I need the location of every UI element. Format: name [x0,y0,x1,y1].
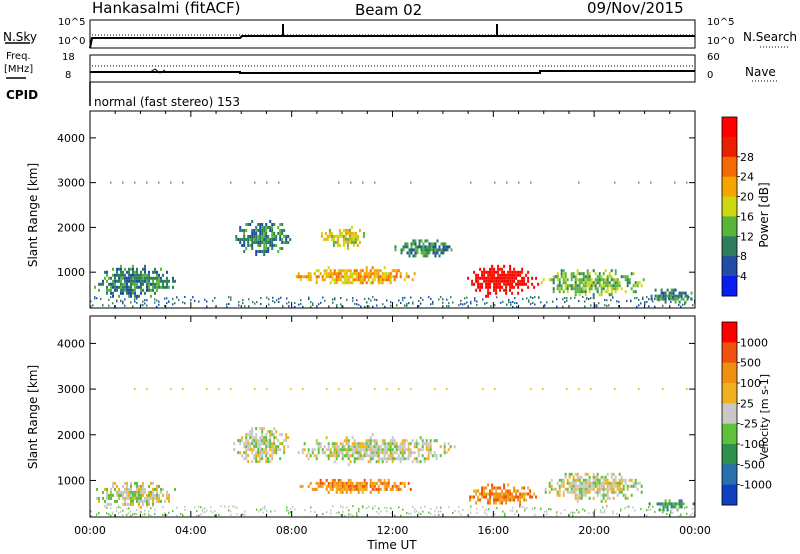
velocity-range-3000-dots [134,388,688,391]
velocity-echo-region [544,472,643,503]
velocity-panel: 1000 2000 3000 4000 00:00 04:00 08:00 12:00 16:0… [57,315,711,537]
colorbar-swatch [722,322,737,343]
power-echo-region [650,288,693,304]
power-echo-region [295,266,416,285]
colorbar-tick-label: 12 [740,230,754,243]
velocity-ylabel: Slant Range [km] [26,365,40,469]
power-echo-region [235,220,292,256]
noise-left-tick-top: 10^5 [58,17,86,28]
nave-right-tick-top: 60 [707,52,720,63]
power-ylabel: Slant Range [km] [26,163,40,267]
xtick-label: 08:00 [276,524,308,537]
power-echo-region [320,225,365,250]
colorbar-swatch [722,216,737,237]
beam-title: Beam 02 [355,1,423,19]
colorbar-swatch [722,276,737,297]
colorbar-tick-label: -100 [740,438,765,451]
colorbar-tick-label: -500 [740,458,765,471]
colorbar-swatch [722,136,737,158]
noise-left-tick-bottom: 10^0 [58,36,86,47]
colorbar-swatch [722,484,737,506]
colorbar-tick-label: 8 [740,250,747,263]
cpid-label: CPID [6,88,39,102]
colorbar-tick-label: -25 [740,418,758,431]
ytick-label: 3000 [57,383,85,396]
colorbar-swatch [722,236,737,257]
noise-right-tick-top: 10^5 [707,17,735,28]
cpid-value: normal (fast stereo) 153 [94,95,241,109]
colorbar-tick-label: -1000 [740,479,772,492]
colorbar-tick-label: 20 [740,191,754,204]
noise-panel [5,19,790,49]
freq-panel [6,54,778,83]
x-axis-label: Time UT [366,538,417,552]
power-echo-region [94,264,176,298]
colorbar-swatch [722,383,737,404]
power-range-3000-dots [110,181,688,184]
colorbar-tick-label: 500 [740,357,761,370]
ytick-label: 2000 [57,429,85,442]
freq-line [90,70,695,74]
ytick-label: 4000 [57,132,85,145]
velocity-echo-region [648,499,695,512]
ytick-label: 4000 [57,337,85,350]
velocity-echo-region [299,478,412,494]
colorbar-swatch [722,196,737,217]
xtick-label: 16:00 [477,524,509,537]
colorbar-tick-label: 16 [740,210,754,223]
xtick-label: 00:00 [679,524,711,537]
ytick-label: 3000 [57,177,85,190]
power-colorbar-label: Power [dB] [757,182,771,247]
velocity-echo-region [96,481,176,509]
power-echo-region [540,269,645,300]
power-panel: 1000 2000 3000 4000 [57,110,696,309]
nave-label: Nave [745,65,776,79]
freq-left-tick-top: 18 [62,52,75,63]
noise-search-label: N.Search [743,30,798,44]
noise-sky-line [89,35,695,49]
freq-label: Freq. [6,51,31,62]
freq-left-tick-bottom: 8 [65,70,72,81]
ytick-label: 1000 [57,474,85,487]
colorbar-tick-label: 25 [740,397,754,410]
xtick-label: 00:00 [74,524,106,537]
nave-right-tick-bottom: 0 [707,70,714,81]
colorbar-swatch [722,156,737,178]
noise-sky-label: N.Sky [3,30,38,44]
colorbar-swatch [722,176,737,198]
velocity-colorbar: 1000 500 100 25 -25 -100 -500 -1000 [721,321,772,506]
colorbar-swatch [722,117,737,138]
ytick-label: 2000 [57,221,85,234]
noise-right-tick-bottom: 10^0 [707,36,735,47]
ytick-label: 1000 [57,266,85,279]
velocity-echo-region [297,433,456,467]
velocity-colorbar-label: Velocity [m s-1] [758,374,771,460]
velocity-echo-region [469,483,538,508]
date-title: 09/Nov/2015 [587,0,684,17]
xtick-label: 12:00 [377,524,409,537]
power-echo-region [467,264,540,298]
colorbar-swatch [722,423,737,445]
power-ground-scatter [90,296,696,308]
colorbar-tick-label: 28 [740,151,754,164]
colorbar-swatch [722,444,737,465]
colorbar-tick-label: 4 [740,270,747,283]
colorbar-swatch [722,403,737,425]
colorbar-tick-label: 24 [740,171,754,184]
power-echo-region [394,239,453,258]
station-title: Hankasalmi (fitACF) [92,0,241,17]
power-colorbar: 4 8 12 16 20 24 28 [721,116,754,297]
velocity-echo-region [233,427,290,464]
colorbar-swatch [722,342,737,364]
xtick-label: 04:00 [175,524,207,537]
colorbar-swatch [722,256,737,277]
colorbar-swatch [722,464,737,486]
colorbar-tick-label: 100 [740,377,761,390]
xtick-label: 20:00 [578,524,610,537]
colorbar-tick-label: 1000 [740,336,768,349]
freq-unit-label: [MHz] [4,64,34,75]
colorbar-swatch [722,362,737,384]
